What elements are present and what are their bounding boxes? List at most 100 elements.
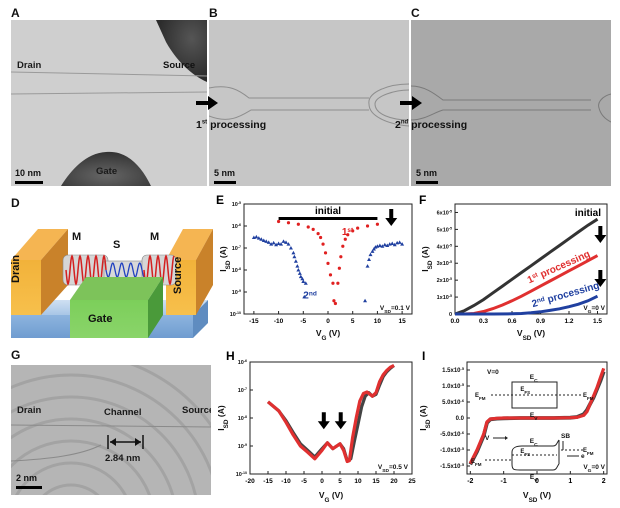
- inset-top-v-label: V=0: [487, 369, 499, 376]
- series-2nd-point: [291, 250, 296, 255]
- measurement-arrow-icon: [107, 435, 144, 449]
- series-2nd-point: [368, 252, 373, 257]
- down-arrow-icon: [334, 412, 347, 430]
- gate-top: [70, 277, 163, 300]
- y-tick-label: 10-8: [238, 415, 247, 422]
- x-tick-label: 0: [535, 478, 539, 485]
- processing-text-2: processing: [411, 119, 468, 131]
- scale-bar-a: [15, 181, 43, 184]
- series-1st-point: [328, 273, 333, 277]
- x-tick-label: 10: [354, 478, 362, 485]
- tem-image-g: Drain Channel Source 2.84 nm 2 nm: [11, 365, 211, 495]
- series-line-2: [455, 294, 599, 316]
- series-1st-point: [306, 225, 310, 229]
- x-tick-label: 25: [408, 478, 416, 485]
- ordinal-1: 1: [196, 119, 202, 131]
- series-1st-point: [337, 266, 341, 270]
- scale-bar-label-b: 5 nm: [214, 168, 236, 178]
- x-tick-label: 15: [399, 318, 407, 325]
- ordinal-2: 2: [395, 119, 401, 131]
- series-1st-point: [365, 224, 370, 228]
- inset-top-efm-right: EFM: [583, 393, 594, 401]
- y-tick-label: 6x10-5: [437, 209, 452, 216]
- y-tick-label: 2x10-5: [437, 277, 452, 284]
- x-tick-label: 0.3: [479, 318, 488, 325]
- substrate-side: [193, 300, 208, 338]
- series-2nd-point: [279, 242, 284, 246]
- series-2nd-point: [367, 257, 372, 262]
- condition-label: VG=0 V: [583, 464, 605, 474]
- x-tick-label: 20: [390, 478, 398, 485]
- y-tick-label: 1x10-5: [437, 294, 452, 301]
- axes-h-frame: [249, 361, 413, 475]
- x-tick-label: 5: [338, 478, 342, 485]
- panel-letter-e: E: [216, 193, 224, 207]
- ordinal-2-suffix: nd: [400, 119, 409, 126]
- label-source-a: Source: [163, 60, 196, 71]
- inset-bottom-ec-band: [511, 439, 560, 453]
- source-side: [196, 229, 213, 315]
- y-tick-label: 1.5x10-5: [442, 366, 465, 375]
- series-1st-point: [375, 222, 380, 226]
- series-2nd-point: [254, 234, 259, 239]
- series-1st-point: [332, 299, 336, 303]
- annotation-2nd: 2nd: [303, 290, 317, 302]
- x-tick-label: 0: [326, 318, 330, 325]
- processing-label-2nd: 2nd processing: [395, 119, 467, 131]
- inset-top-efm-left: EFM: [475, 393, 486, 401]
- inset-bottom-ec: EC: [530, 438, 538, 448]
- processing-label-1st: 1st processing: [196, 119, 266, 131]
- drain-front: [11, 260, 41, 315]
- series-1st-point: [311, 227, 315, 232]
- series-2nd-point: [300, 276, 305, 281]
- series-2nd-point: [256, 236, 261, 240]
- series-2nd-point: [298, 274, 303, 279]
- x-tick-label: -2: [467, 478, 473, 485]
- y-tick-label: -1.5x10-5: [440, 462, 465, 471]
- series-1st-point: [336, 281, 340, 285]
- annotation-1st-processing: 1st processing: [526, 248, 592, 286]
- inset-bottom-efm-right: EFM: [583, 448, 594, 456]
- series-1st-point: [333, 301, 338, 306]
- series-2nd-point: [297, 271, 302, 275]
- x-tick-label: 0.6: [507, 318, 516, 325]
- x-tick-label: 5: [351, 318, 355, 325]
- arrow-right-icon: [196, 96, 218, 110]
- x-tick-label: 0.0: [450, 318, 459, 325]
- y-tick-label: 10-9: [238, 443, 247, 450]
- inset-bottom-v-arrowhead: [505, 436, 508, 440]
- down-arrow-icon: [594, 226, 607, 243]
- source-electrode-shape: [156, 20, 207, 82]
- panel-letter-g: G: [11, 348, 21, 362]
- series-2nd-point: [390, 241, 395, 246]
- series-2nd-point: [293, 259, 298, 263]
- measurement-label: 2.84 nm: [105, 453, 141, 464]
- series-2nd-point: [397, 240, 402, 244]
- series-2nd-point: [295, 264, 300, 268]
- series-1st-point: [341, 244, 345, 248]
- label-channel-g: Channel: [104, 407, 142, 418]
- processing-text-1: processing: [210, 119, 267, 131]
- series-2nd-point: [296, 268, 301, 272]
- inset-bottom-ev: EV: [530, 474, 538, 484]
- series-2nd-point: [286, 242, 291, 246]
- y-tick-label: 1.0x10-5: [442, 382, 465, 391]
- y-tick-label: 10-10: [230, 311, 241, 318]
- label-gate-a: Gate: [96, 166, 118, 177]
- y-tick-label: 10-10: [236, 471, 247, 478]
- inset-bottom-ev-band: [511, 463, 560, 471]
- series-1st-point: [326, 261, 330, 265]
- series-2nd-point: [292, 254, 297, 259]
- series-2nd-point: [301, 279, 306, 284]
- inset-top-efs: EFS: [520, 387, 530, 395]
- scale-bar-label-g: 2 nm: [16, 473, 38, 483]
- series-line-1: [266, 364, 395, 464]
- tem-image-c: 5 nm: [411, 20, 611, 186]
- panel-letter-h: H: [226, 349, 235, 363]
- y-tick-label: 0: [449, 312, 452, 318]
- y-tick-label: 10-8: [232, 267, 241, 274]
- series-2nd-point: [288, 246, 293, 250]
- label-gate-d: Gate: [88, 313, 113, 325]
- y-tick-label: -5.0x10-6: [440, 430, 465, 439]
- drain-top: [11, 229, 68, 260]
